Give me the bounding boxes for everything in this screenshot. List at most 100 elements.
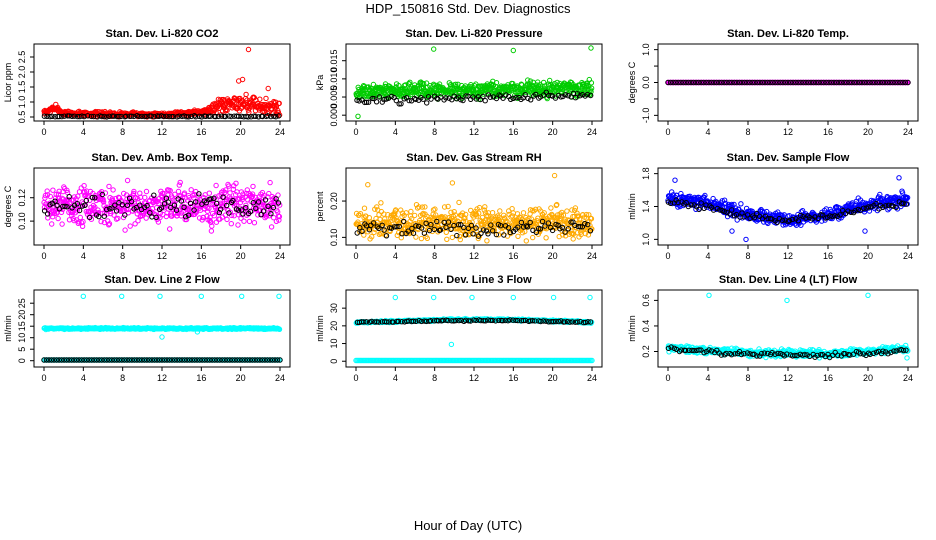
data-point	[96, 213, 102, 220]
data-point	[181, 190, 188, 196]
data-point	[729, 228, 735, 234]
data-point	[160, 113, 167, 120]
panel-title: Stan. Dev. Line 2 Flow	[104, 274, 220, 286]
panel-title: Stan. Dev. Sample Flow	[727, 152, 850, 164]
data-point	[431, 46, 437, 52]
data-point	[759, 79, 766, 86]
data-point	[897, 79, 903, 86]
data-point	[44, 113, 50, 120]
data-point	[243, 91, 249, 98]
data-point	[183, 214, 189, 220]
data-point	[407, 79, 413, 86]
data-point	[667, 79, 674, 86]
data-point	[895, 79, 901, 86]
x-tick-label: 24	[903, 251, 913, 261]
data-point	[217, 197, 223, 204]
data-point	[890, 79, 896, 86]
data-point	[693, 79, 699, 86]
data-point	[767, 79, 773, 86]
data-point	[675, 79, 681, 86]
data-point	[276, 100, 282, 107]
data-point	[109, 205, 115, 211]
data-point	[178, 198, 185, 204]
data-point	[690, 79, 697, 86]
data-point	[101, 113, 108, 120]
data-point	[371, 95, 377, 102]
y-tick-label: 0.005	[329, 86, 339, 109]
y-tick-label: 10	[17, 333, 27, 343]
data-point	[510, 80, 516, 87]
data-point	[163, 113, 170, 120]
x-tick-label: 24	[275, 373, 285, 383]
x-tick-label: 24	[587, 251, 597, 261]
data-point	[47, 113, 53, 120]
data-point	[211, 213, 218, 219]
data-point	[253, 113, 259, 120]
y-tick-label: 0	[329, 359, 339, 364]
x-tick-label: 12	[469, 373, 479, 383]
data-point	[905, 79, 911, 86]
data-point	[66, 194, 72, 200]
y-tick-label: 2.0	[17, 66, 27, 79]
data-point	[171, 202, 178, 208]
data-point	[780, 79, 786, 86]
data-point	[115, 215, 121, 222]
data-point	[533, 91, 539, 98]
data-point	[370, 81, 377, 88]
data-point	[239, 194, 246, 201]
data-point	[169, 213, 175, 219]
data-point	[393, 97, 399, 104]
data-point	[787, 79, 794, 86]
data-point	[196, 193, 202, 199]
data-point	[196, 113, 203, 120]
data-point	[772, 79, 778, 86]
data-point	[665, 79, 671, 86]
data-point	[75, 193, 81, 199]
data-point	[188, 187, 194, 193]
data-point	[167, 187, 173, 194]
data-point	[82, 202, 88, 209]
data-point	[100, 199, 107, 205]
data-point	[872, 79, 878, 86]
data-point	[148, 113, 155, 119]
data-point	[420, 80, 427, 87]
data-point	[588, 92, 594, 99]
data-point	[363, 99, 370, 106]
data-point	[112, 202, 118, 208]
data-point	[127, 223, 133, 229]
x-tick-label: 16	[196, 127, 206, 137]
data-point	[406, 97, 412, 104]
data-point	[158, 113, 165, 119]
data-point	[191, 113, 198, 119]
data-point	[200, 214, 207, 221]
data-point	[833, 79, 840, 86]
data-point	[754, 79, 761, 86]
data-point	[104, 114, 110, 120]
y-tick-label: 0.000	[329, 104, 339, 127]
data-point	[701, 79, 707, 86]
data-point	[206, 113, 212, 120]
panel-title: Stan. Dev. Li-820 Pressure	[405, 28, 542, 40]
x-tick-label: 12	[469, 251, 479, 261]
data-point	[823, 79, 829, 86]
x-tick-label: 20	[863, 127, 873, 137]
data-point	[588, 80, 595, 86]
data-point	[203, 113, 209, 120]
data-point	[510, 294, 516, 301]
data-point	[268, 224, 275, 230]
data-point	[151, 192, 157, 198]
data-point	[224, 107, 230, 114]
data-point	[52, 198, 58, 204]
data-point	[116, 113, 122, 120]
data-point	[493, 80, 500, 86]
data-point	[522, 92, 528, 98]
data-point	[456, 199, 462, 206]
x-tick-label: 8	[120, 127, 125, 137]
data-point	[838, 79, 845, 86]
x-tick-label: 4	[81, 373, 86, 383]
data-point	[530, 234, 536, 241]
data-point	[672, 177, 678, 183]
